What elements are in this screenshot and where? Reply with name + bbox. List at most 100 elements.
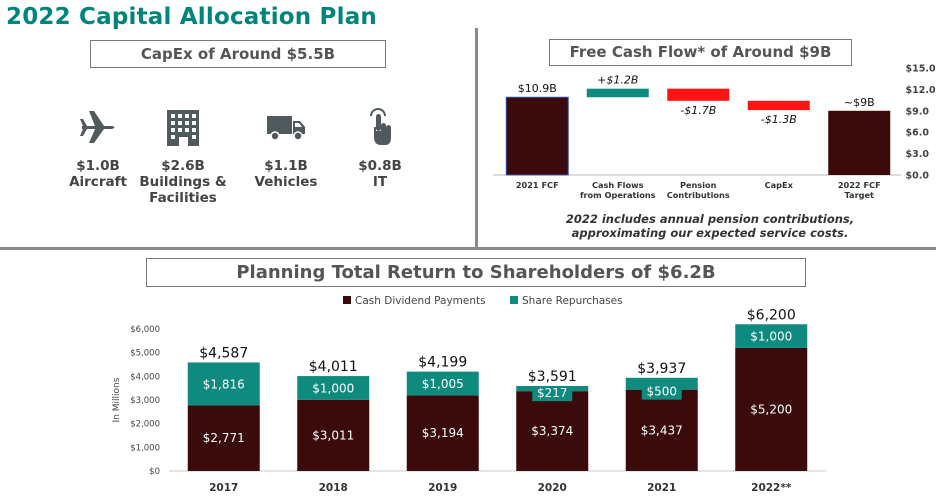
y-tick-label: $0.0 xyxy=(906,171,930,182)
repurchase-data-label: $1,816 xyxy=(203,377,245,391)
fcf-title: Free Cash Flow* of Around $9B xyxy=(549,39,852,66)
dividend-bar xyxy=(406,395,479,471)
legend-swatch xyxy=(510,296,518,304)
legend-label: Cash Dividend Payments xyxy=(355,295,486,307)
total-data-label: $4,587 xyxy=(199,345,248,361)
y-tick-label: $5,000 xyxy=(130,349,160,359)
x-tick-label: 2020 xyxy=(538,482,567,494)
x-tick-label: 2018 xyxy=(319,482,348,494)
dividend-bar xyxy=(297,399,370,471)
waterfall-bar xyxy=(667,88,730,101)
waterfall-data-label: $10.9B xyxy=(518,82,557,95)
dividend-bar xyxy=(516,391,589,471)
dividend-bar xyxy=(735,347,808,471)
capex-label: Aircraft xyxy=(69,174,127,190)
waterfall-bar xyxy=(828,110,891,175)
capex-value: $0.8B xyxy=(358,158,402,174)
dividend-bar xyxy=(625,389,698,471)
capex-value: $2.6B xyxy=(161,158,205,174)
repurchase-label-box xyxy=(532,386,573,402)
dividend-data-label: $2,771 xyxy=(203,431,245,445)
dividend-data-label: $3,194 xyxy=(422,426,464,440)
capex-label-line2: Facilities xyxy=(149,190,217,206)
x-tick-label: 2022** xyxy=(751,482,792,494)
x-tick-label: from Operations xyxy=(580,190,656,200)
y-tick-label: $1,000 xyxy=(130,443,160,453)
capex-title: CapEx of Around $5.5B xyxy=(90,40,386,68)
repurchase-bar xyxy=(406,371,479,396)
capex-item-aircraft: $1.0B Aircraft xyxy=(43,98,153,190)
waterfall-bar xyxy=(505,96,569,176)
legend-label: Share Repurchases xyxy=(522,295,623,307)
capex-label: Buildings & xyxy=(139,174,227,190)
capex-value: $1.1B xyxy=(264,158,308,174)
y-tick-label: $0 xyxy=(149,467,160,477)
total-data-label: $4,011 xyxy=(309,359,358,375)
x-tick-label: 2019 xyxy=(428,482,457,494)
capex-value: $1.0B xyxy=(76,158,120,174)
x-tick-label: Contributions xyxy=(667,190,730,200)
touch-hand-icon xyxy=(325,98,435,156)
capex-label: IT xyxy=(372,174,388,190)
repurchase-label-box xyxy=(641,384,682,400)
y-axis-label: In Millions xyxy=(112,377,122,422)
x-tick-label: Cash Flows xyxy=(592,180,644,190)
total-data-label: $6,200 xyxy=(747,307,796,323)
dividend-bar xyxy=(187,405,260,471)
dividend-data-label: $3,011 xyxy=(312,428,354,442)
horizontal-divider xyxy=(0,247,936,250)
repurchase-data-label: $500 xyxy=(646,385,677,399)
repurchase-bar xyxy=(297,376,370,400)
fcf-note: 2022 includes annual pension contributio… xyxy=(540,212,880,240)
total-data-label: $3,591 xyxy=(528,369,577,385)
waterfall-bar xyxy=(747,100,810,111)
x-tick-label: CapEx xyxy=(765,180,794,190)
capex-item-vehicles: $1.1B Vehicles xyxy=(231,98,341,190)
y-tick-label: $15.0 xyxy=(906,64,936,75)
waterfall-bar xyxy=(586,88,649,98)
building-icon xyxy=(128,98,238,156)
y-tick-label: $6,000 xyxy=(130,325,160,335)
total-data-label: $4,199 xyxy=(418,355,467,371)
x-tick-label: Target xyxy=(845,190,875,200)
x-tick-label: Pension xyxy=(680,180,717,190)
dividend-data-label: $5,200 xyxy=(750,402,792,416)
x-tick-label: 2021 xyxy=(647,482,676,494)
waterfall-data-label: -$1.7B xyxy=(680,104,716,117)
fcf-note-line2: approximating our expected service costs… xyxy=(571,226,849,240)
waterfall-data-label: ~$9B xyxy=(844,96,875,109)
airplane-icon xyxy=(43,98,153,156)
waterfall-data-label: +$1.2B xyxy=(597,74,638,87)
repurchase-bar xyxy=(187,362,260,406)
y-tick-label: $3.0 xyxy=(906,149,930,160)
repurchase-data-label: $1,000 xyxy=(750,330,792,344)
repurchase-data-label: $1,000 xyxy=(312,381,354,395)
fcf-note-line1: 2022 includes annual pension contributio… xyxy=(565,212,855,226)
repurchase-data-label: $217 xyxy=(537,386,568,400)
repurchase-bar xyxy=(735,324,808,348)
returns-title: Planning Total Return to Shareholders of… xyxy=(146,258,806,287)
vertical-divider xyxy=(475,28,478,248)
page-title: 2022 Capital Allocation Plan xyxy=(6,4,377,30)
y-tick-label: $12.0 xyxy=(906,85,936,96)
waterfall-data-label: -$1.3B xyxy=(761,113,797,126)
repurchase-data-label: $1,005 xyxy=(422,377,464,391)
truck-icon xyxy=(231,98,341,156)
y-tick-label: $3,000 xyxy=(130,396,160,406)
y-tick-label: $9.0 xyxy=(906,106,930,117)
returns-stacked-bar-chart: Cash Dividend Payments Share Repurchases $… xyxy=(112,295,826,494)
capex-label: Vehicles xyxy=(254,174,318,190)
fcf-waterfall-chart: $0.0$3.0$6.0$9.0$12.0$15.0In Billions$10… xyxy=(493,64,936,200)
y-tick-label: $6.0 xyxy=(906,128,930,139)
capex-item-it: $0.8B IT xyxy=(325,98,435,190)
dividend-data-label: $3,437 xyxy=(641,423,683,437)
x-tick-label: 2021 FCF xyxy=(516,180,559,190)
x-tick-label: 2022 FCF xyxy=(838,180,881,190)
y-tick-label: $2,000 xyxy=(130,420,160,430)
legend-swatch xyxy=(343,296,351,304)
total-data-label: $3,937 xyxy=(637,361,686,377)
x-tick-label: 2017 xyxy=(209,482,238,494)
capex-item-buildings: $2.6B Buildings & Facilities xyxy=(128,98,238,206)
dividend-data-label: $3,374 xyxy=(531,424,573,438)
y-tick-label: $4,000 xyxy=(130,372,160,382)
